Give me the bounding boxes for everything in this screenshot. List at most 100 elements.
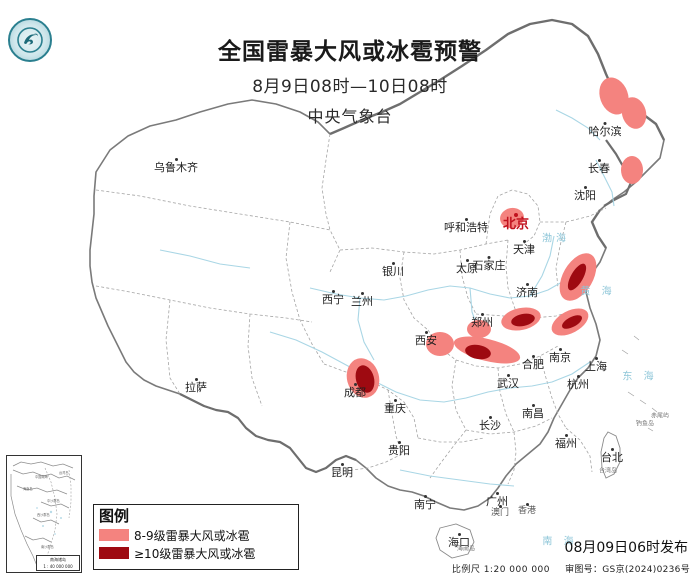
island-label: 赤尾屿 — [650, 412, 670, 420]
city-label: 成都 — [344, 383, 366, 399]
city-marker-dot — [464, 218, 468, 221]
city-label: 广州 — [486, 492, 508, 508]
city-label: 呼和浩特 — [444, 218, 488, 234]
island-label: 台湾岛 — [598, 467, 618, 475]
city-label: 西宁 — [322, 290, 344, 306]
island-label: 钓鱼岛 — [635, 420, 655, 428]
legend-title: 图例 — [99, 507, 130, 525]
warning-area-shandong-core — [562, 315, 582, 329]
city-marker-dot — [391, 262, 395, 265]
legend-swatch-level-8-9 — [99, 529, 129, 542]
city-label: 银川 — [382, 262, 404, 278]
city-marker-dot — [597, 159, 601, 162]
city-label-text: 上海 — [585, 360, 607, 373]
warning-area-henan-core — [511, 313, 535, 327]
city-marker-dot — [353, 383, 357, 386]
taiwan-island-path — [600, 431, 621, 479]
city-marker-dot — [495, 492, 499, 495]
city-label: 贵阳 — [388, 441, 410, 457]
city-label-text: 呼和浩特 — [444, 221, 488, 234]
city-label-text: 郑州 — [471, 316, 493, 329]
inset-scale-title: 南海诸岛 — [50, 557, 66, 562]
city-label-text: 昆明 — [331, 466, 353, 479]
city-marker-dot — [397, 441, 401, 444]
city-label: 重庆 — [384, 399, 406, 415]
legend-item-level-10-plus: ≥10级雷暴大风或冰雹 — [99, 545, 293, 562]
city-marker-dot — [457, 533, 461, 536]
legend-swatch-level-10-plus — [99, 547, 129, 560]
city-label-text: 澳门 — [490, 508, 510, 518]
inset-scale-bar: 南海诸岛 1 : 40 000 000 — [36, 555, 80, 571]
city-label-text: 天津 — [513, 243, 535, 256]
city-marker-dot — [513, 213, 518, 217]
city-marker-dot — [331, 290, 335, 293]
city-label-text: 西安 — [415, 334, 437, 347]
city-label-text: 武汉 — [497, 377, 519, 390]
cma-dragon-emblem-icon — [8, 18, 52, 62]
city-marker-dot — [360, 292, 364, 295]
city-label-text: 成都 — [344, 386, 366, 399]
city-marker-dot — [558, 348, 562, 351]
warning-area-henan-west — [467, 320, 491, 338]
legend-label-level-10-plus: ≥10级雷暴大风或冰雹 — [134, 546, 256, 561]
city-marker-dot — [531, 355, 535, 358]
city-label-text: 贵阳 — [388, 444, 410, 457]
warning-area-chengdu-core — [355, 365, 375, 393]
city-label-text: 杭州 — [567, 378, 589, 391]
city-marker-dot — [488, 416, 492, 419]
city-label: 武汉 — [497, 374, 519, 390]
city-label: 哈尔滨 — [589, 122, 622, 138]
city-label: 杭州 — [567, 375, 589, 391]
city-label: 昆明 — [331, 463, 353, 479]
city-label-text: 石家庄 — [472, 259, 506, 272]
legend: 图例 8-9级雷暴大风或冰雹 ≥10级雷暴大风或冰雹 — [93, 504, 299, 570]
city-marker-dot — [174, 158, 178, 161]
city-label: 福州 — [555, 434, 577, 450]
warning-area-hubei-core — [465, 344, 491, 360]
national-border-northeast-heavy — [590, 209, 607, 249]
offshore-islands — [621, 335, 658, 432]
city-label-text: 海口 — [448, 536, 470, 549]
city-label-text: 西宁 — [322, 293, 344, 306]
city-label: 台北 — [601, 448, 623, 464]
city-label: 济南 — [516, 283, 538, 299]
city-label-text: 银川 — [382, 265, 404, 278]
city-label: 天津 — [513, 240, 535, 256]
warning-area-harbin-ne-1 — [599, 77, 629, 115]
hainan-island-path — [435, 523, 475, 559]
city-label-text: 广州 — [486, 495, 508, 508]
city-label: 西安 — [415, 331, 437, 347]
city-label: 南京 — [549, 348, 571, 364]
city-label-text: 台北 — [601, 451, 623, 464]
svg-text:中国南海: 中国南海 — [35, 474, 49, 479]
inset-scale-ratio: 1 : 40 000 000 — [43, 564, 73, 569]
city-label: 长沙 — [479, 416, 501, 432]
city-label: 南昌 — [522, 404, 544, 420]
warning-area-bohai-core — [567, 263, 587, 291]
city-marker-dot — [525, 283, 529, 286]
city-label-text: 香港 — [517, 506, 537, 516]
city-marker-dot — [522, 240, 526, 243]
city-marker-dot — [576, 375, 580, 378]
national-border-southwest-heavy — [179, 393, 357, 474]
city-label-text: 南京 — [549, 351, 571, 364]
city-label-text: 济南 — [516, 286, 538, 299]
map-scale: 比例尺 1:20 000 000 — [451, 565, 550, 575]
warning-area-changchun-e — [621, 156, 643, 184]
city-label: 长春 — [588, 159, 610, 175]
legend-label-level-8-9: 8-9级雷暴大风或冰雹 — [134, 528, 250, 543]
sea-label: 东 海 — [622, 371, 658, 383]
city-marker-dot — [564, 434, 568, 437]
city-label: 拉萨 — [185, 378, 207, 394]
city-marker-dot — [583, 186, 587, 189]
city-marker-dot — [594, 357, 598, 360]
city-label: 海口 — [448, 533, 470, 549]
city-marker-dot — [610, 448, 614, 451]
city-label: 澳门 — [491, 505, 509, 518]
warning-areas-layer — [346, 77, 647, 398]
city-label: 香港 — [518, 503, 536, 516]
city-marker-dot — [340, 463, 344, 466]
city-label-text: 重庆 — [384, 402, 406, 415]
sea-label: 渤海 — [542, 233, 570, 245]
